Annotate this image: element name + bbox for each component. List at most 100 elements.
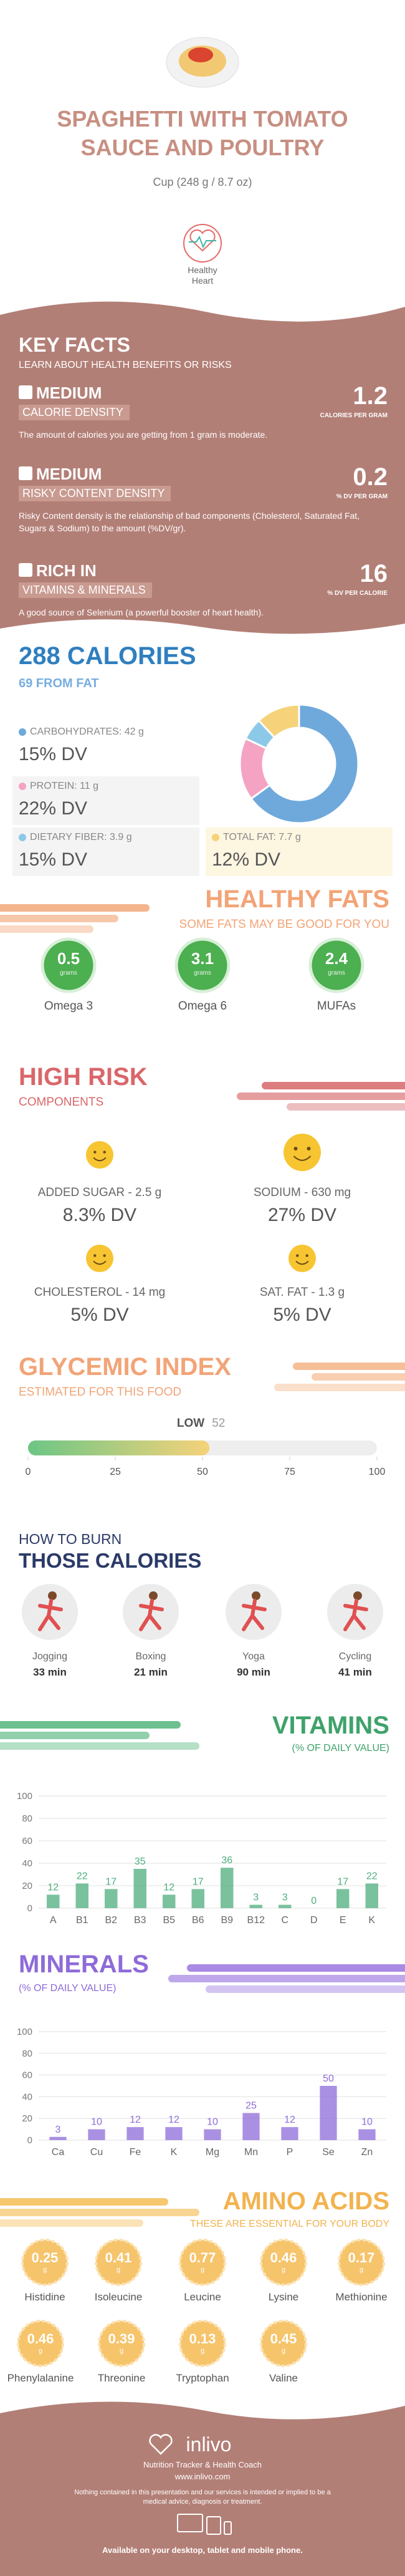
emoji-eye (296, 1254, 299, 1257)
activity-head (48, 1591, 57, 1600)
value-label: 22 (77, 1871, 88, 1881)
badge-circle (183, 224, 222, 263)
section-subtitle: COMPONENTS (19, 1096, 104, 1109)
decor-stripe (0, 925, 93, 933)
amino-value: 0.45 (270, 2331, 297, 2347)
decor-stripe (0, 1721, 181, 1729)
x-tick-label: B1 (76, 1915, 88, 1926)
emoji-mouth (93, 1157, 107, 1162)
activity-head (149, 1591, 158, 1600)
activity-figure (343, 1599, 368, 1631)
amino-name: Valine (269, 2372, 298, 2384)
decor-stripe (0, 904, 150, 912)
value-label: 17 (337, 1876, 348, 1887)
decor-stripe (0, 1742, 199, 1750)
value-label: 17 (105, 1876, 117, 1887)
activity-time: 33 min (33, 1666, 67, 1678)
bar (163, 1894, 176, 1908)
activity-name: Yoga (242, 1651, 265, 1662)
section-title: HIGH RISK (19, 1063, 148, 1091)
legend-dot (19, 728, 26, 736)
decor-stripe (237, 1093, 405, 1100)
bar (336, 1889, 350, 1908)
bar (279, 1904, 292, 1908)
fact-unit: % DV PER GRAM (336, 493, 388, 500)
x-tick-label: Mn (244, 2147, 258, 2158)
amino-unit: g (42, 2266, 47, 2274)
value-label: 0 (311, 1896, 317, 1906)
activity-head (353, 1591, 362, 1600)
bar (191, 1889, 204, 1908)
decor-stripe (0, 2219, 143, 2227)
amino-name: Tryptophan (176, 2372, 229, 2384)
level-icon (19, 563, 32, 577)
value-label: 3 (282, 1893, 288, 1903)
gi-value: 52 (212, 1417, 226, 1430)
fat-unit: grams (194, 970, 211, 977)
activity-figure (242, 1599, 267, 1631)
decor-stripe (187, 1964, 405, 1972)
chart-title: MINERALS (19, 1951, 149, 1978)
section-title: GLYCEMIC INDEX (19, 1353, 231, 1381)
value-label: 10 (207, 2117, 218, 2128)
amino-circle (98, 2320, 145, 2367)
legend-dot (19, 783, 26, 790)
bar (221, 1868, 234, 1908)
activity-figure (139, 1599, 164, 1631)
risk-dv: 27% DV (267, 1205, 337, 1225)
x-tick-label: Ca (52, 2147, 65, 2158)
fact-description: The amount of calories you are getting f… (19, 430, 268, 440)
gi-level: LOW (176, 1417, 205, 1430)
x-tick-label: 0 (25, 1467, 31, 1477)
amino-unit: g (359, 2266, 364, 2274)
fact-level: MEDIUM (36, 465, 102, 483)
amino-value: 0.17 (348, 2250, 375, 2265)
section-title: AMINO ACIDS (222, 2188, 389, 2215)
activity-time: 90 min (237, 1666, 270, 1678)
decor-stripe (274, 1384, 405, 1391)
section-subtitle: SOME FATS MAY BE GOOD FOR YOU (179, 918, 389, 931)
nutrient-dv: 22% DV (19, 798, 88, 819)
x-tick-label: D (310, 1915, 318, 1926)
fat-circle (174, 937, 231, 993)
amino-circle (17, 2320, 64, 2367)
badge-pulse (189, 235, 216, 249)
x-tick-label: B3 (134, 1915, 146, 1926)
amino-circle (179, 2320, 226, 2367)
y-tick-label: 20 (22, 2113, 32, 2124)
x-tick-label: 100 (368, 1467, 386, 1477)
section-subtitle: ESTIMATED FOR THIS FOOD (19, 1386, 182, 1399)
fact-description: A good source of Selenium (a powerful bo… (19, 607, 264, 617)
x-tick-label: Se (322, 2147, 335, 2158)
emoji-face (284, 1134, 321, 1171)
section-title: HEALTHY FATS (205, 885, 389, 913)
x-tick-label: Zn (361, 2147, 373, 2158)
bar (249, 1904, 262, 1908)
bar (242, 2113, 260, 2140)
fact-level: RICH IN (36, 561, 97, 580)
emoji-face (86, 1245, 113, 1272)
value-label: 12 (284, 2115, 295, 2125)
amino-unit: g (200, 2266, 205, 2274)
nutrient-label: CARBOHYDRATES: 42 g (30, 726, 144, 737)
nutrient-dv: 15% DV (19, 849, 88, 870)
decor-stripe (0, 915, 118, 922)
bar (165, 2127, 183, 2140)
amino-unit: g (38, 2347, 43, 2355)
emoji-eye (103, 1254, 106, 1257)
nutrient-box (206, 827, 393, 876)
badge-heart (189, 229, 216, 252)
emoji-eye (307, 1147, 311, 1151)
emoji-eye (305, 1254, 308, 1257)
x-tick-label: E (340, 1915, 346, 1926)
value-label: 10 (91, 2117, 102, 2128)
section-title: THOSE CALORIES (19, 1549, 202, 1572)
amino-circle (260, 2239, 307, 2286)
level-icon (19, 466, 32, 480)
chart-title: VITAMINS (272, 1712, 389, 1739)
section-title: HOW TO BURN (19, 1531, 122, 1547)
emoji-eye (293, 1147, 298, 1151)
amino-value: 0.46 (27, 2331, 54, 2347)
x-tick-label: P (287, 2147, 293, 2158)
